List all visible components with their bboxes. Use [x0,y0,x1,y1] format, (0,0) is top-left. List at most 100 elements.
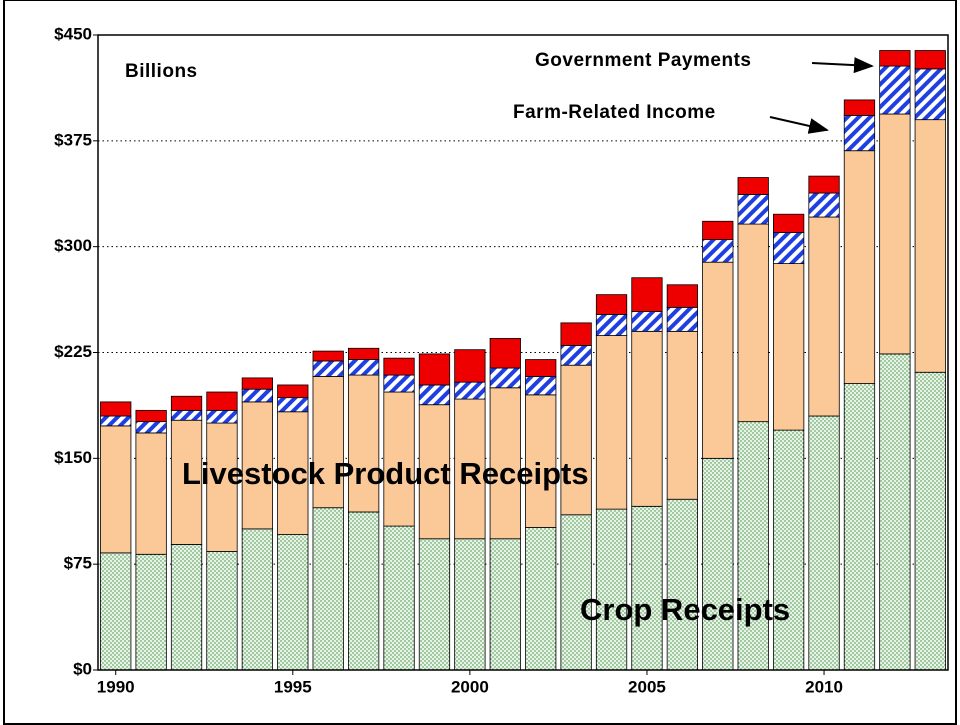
bar-segment [879,113,911,355]
y-tick-label: $375 [54,130,92,149]
bar-segment [525,527,557,671]
bar-segment [560,364,592,516]
bar-segment [631,311,663,332]
bar-segment [595,335,628,510]
series-label: Government Payments [535,50,751,71]
bar-segment [454,349,486,383]
bar-segment [383,525,415,671]
bar-segment [277,411,309,535]
series-label: Livestock Product Receipts [182,456,589,491]
y-tick-label: $300 [54,236,92,255]
x-tick-label: 2005 [628,677,666,696]
bar-segment [347,374,380,513]
bar-segment [277,384,309,399]
bar-segment [737,223,769,423]
bar-segment [595,508,628,671]
bar-segment [702,239,734,263]
bar-segment [631,330,663,507]
y-tick-label: $150 [54,448,92,467]
x-tick-label: 1990 [97,677,135,696]
y-tick-label: $450 [54,24,92,43]
bar-segment [631,505,663,671]
bar-segment [702,220,734,241]
bar-segment [241,388,274,403]
bar-segment [808,192,840,218]
bar-segment [772,232,805,265]
bar-segment [914,68,946,121]
bar-segment [135,553,167,671]
bar-segment [843,99,876,116]
bar-segment [772,429,805,671]
bar-segment [914,371,946,671]
bar-segment [277,397,309,413]
bar-segment [454,398,486,540]
bar-segment [347,347,380,360]
bar-segment [489,538,521,671]
bar-segment [312,350,344,362]
series-label: Crop Receipts [580,592,790,627]
bar-segment [666,330,699,500]
bar-segment [100,415,132,427]
bar-segment [241,377,274,390]
bar-segment [100,425,132,554]
bar-segment [135,409,167,423]
bar-segment [666,284,699,308]
y-tick-label: $0 [73,659,92,678]
series-label: Farm-Related Income [513,102,716,123]
bar-segment [347,511,380,671]
bar-segment [383,357,415,376]
bar-segment [206,551,238,671]
bar-segment [772,263,805,431]
x-tick-label: 2000 [451,677,489,696]
bar-segment [843,383,876,671]
bar-segment [489,387,521,540]
bar-segment [595,294,628,315]
bar-segment [808,216,840,417]
bar-segment [241,528,274,671]
bar-segment [383,374,415,393]
bar-segment [737,194,769,225]
bar-segment [914,119,946,373]
bar-segment [631,277,663,312]
bar-segment [135,432,167,555]
bar-segment [418,538,451,671]
bar-segment [100,401,132,417]
bar-segment [737,177,769,195]
bar-segment [454,381,486,400]
bar-segment [702,261,734,459]
bar-segment [772,213,805,233]
arrow [811,57,874,74]
bar-segment [560,345,592,366]
bar-segment [312,376,344,509]
bar-segment [879,50,911,67]
bar-segment [135,421,167,434]
bar-segment [170,544,203,671]
bar-segment [808,175,840,194]
y-label: Billions [125,61,198,82]
bar-segment [277,534,309,671]
bar-segment [170,395,203,411]
bar-segment [525,394,557,528]
arrow [769,116,829,134]
bar-segment [914,50,946,70]
bar-segment [489,367,521,389]
bar-segment [206,409,238,424]
bar-segment [206,391,238,411]
bar-segment [560,322,592,346]
bar-segment [595,313,628,336]
y-tick-label: $75 [64,554,92,573]
bar-segment [347,359,380,376]
bar-segment [418,404,451,540]
bar-segment [454,538,486,671]
bar-segment [560,514,592,671]
bar-segment [170,409,203,421]
x-tick-label: 2010 [805,677,843,696]
y-tick-label: $225 [54,342,92,361]
bar-segment [206,422,238,552]
x-tick-label: 1995 [274,677,312,696]
bar-segment [808,415,840,671]
bar-segment [666,498,699,671]
bar-segment [525,376,557,396]
bar-segment [525,359,557,377]
